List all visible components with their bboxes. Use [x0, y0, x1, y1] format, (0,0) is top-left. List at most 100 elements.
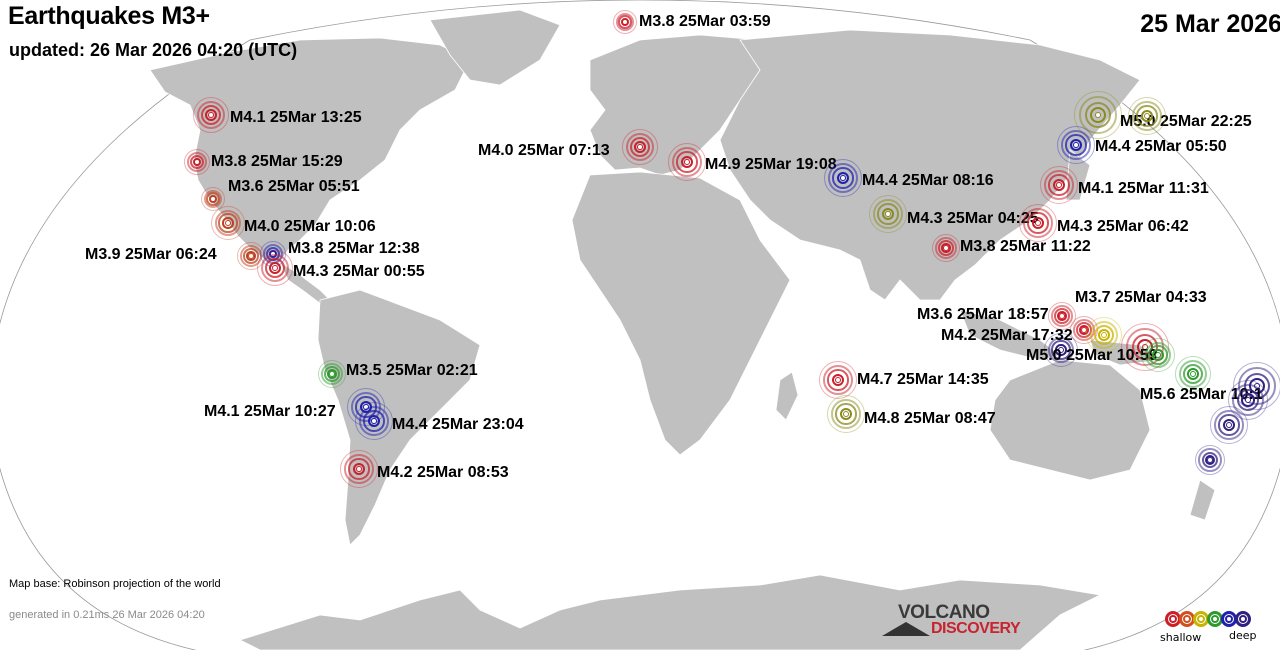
quake-ring-icon [321, 363, 343, 385]
quake-ring-icon [1089, 106, 1107, 124]
map-date: 25 Mar 2026 [1140, 10, 1280, 38]
earthquake-label[interactable]: M4.2 25Mar 17:32 [941, 327, 1073, 344]
earthquake-label[interactable]: M4.4 25Mar 05:50 [1095, 138, 1227, 155]
quake-ring-icon [836, 171, 850, 185]
volcano-discovery-logo[interactable]: VOLCANO DISCOVERY [882, 602, 1032, 640]
quake-ring-icon [1210, 406, 1248, 444]
earthquake-label[interactable]: M4.3 25Mar 00:55 [293, 263, 425, 280]
asia [719, 29, 1141, 301]
quake-ring-icon [272, 265, 278, 271]
quake-ring-icon [1057, 126, 1095, 164]
earthquake-label[interactable]: M4.4 25Mar 23:04 [392, 416, 524, 433]
quake-ring-icon [211, 206, 245, 240]
earthquake-label[interactable]: M3.6 25Mar 05:51 [228, 178, 360, 195]
quake-ring-icon [1095, 112, 1101, 118]
quake-ring-icon [196, 100, 226, 130]
earthquake-label[interactable]: M3.8 25Mar 03:59 [639, 13, 771, 30]
quake-ring-icon [222, 217, 234, 229]
earthquake-label[interactable]: M5.0 25Mar 10:59 [1026, 347, 1158, 364]
quake-ring-icon [352, 462, 366, 476]
quake-ring-icon [1031, 216, 1045, 230]
quake-ring-icon [938, 240, 954, 256]
map-base-caption: Map base: Robinson projection of the wor… [9, 578, 221, 590]
quake-ring-icon [355, 402, 393, 440]
quake-ring-icon [1073, 142, 1079, 148]
quake-ring-icon [248, 253, 254, 259]
quake-ring-icon [827, 395, 865, 433]
earthquake-label[interactable]: M3.8 25Mar 12:38 [288, 240, 420, 257]
quake-ring-icon [264, 257, 286, 279]
quake-ring-icon [828, 163, 858, 193]
quake-ring-icon [1241, 393, 1255, 407]
quake-ring-icon [1097, 328, 1111, 342]
quake-ring-icon [831, 399, 861, 429]
quake-ring-icon [877, 203, 899, 225]
quake-ring-icon [340, 450, 378, 488]
quake-ring-icon [633, 140, 647, 154]
quake-ring-icon [622, 19, 628, 25]
earthquake-label[interactable]: M4.2 25Mar 08:53 [377, 464, 509, 481]
earthquake-label[interactable]: M3.8 25Mar 15:29 [211, 153, 343, 170]
earthquake-label[interactable]: M3.6 25Mar 18:57 [917, 306, 1049, 323]
quake-ring-icon [257, 250, 293, 286]
quake-ring-icon [186, 151, 208, 173]
quake-ring-icon [1089, 320, 1119, 350]
quake-ring-icon [1144, 341, 1172, 369]
quake-ring-icon [1052, 178, 1066, 192]
quake-ring-icon [1136, 105, 1158, 127]
quake-ring-icon [827, 369, 849, 391]
quake-ring-icon [835, 377, 841, 383]
quake-ring-icon [1236, 388, 1260, 412]
quake-ring-icon [824, 159, 862, 197]
quake-ring-icon [840, 175, 846, 181]
quake-ring-icon [873, 199, 903, 229]
quake-ring-icon [318, 360, 346, 388]
quake-ring-icon [1044, 170, 1074, 200]
quake-ring-icon [1048, 302, 1076, 330]
quake-ring-icon [1065, 134, 1087, 156]
quake-ring-icon [194, 159, 200, 165]
quake-ring-icon [356, 466, 362, 472]
quake-ring-icon [1101, 332, 1107, 338]
earthquake-label[interactable]: M3.9 25Mar 06:24 [85, 246, 217, 263]
volcano-icon [882, 622, 930, 636]
quake-ring-icon [823, 365, 853, 395]
earthquake-label[interactable]: M4.7 25Mar 14:35 [857, 371, 989, 388]
earthquake-label[interactable]: M4.0 25Mar 10:06 [244, 218, 376, 235]
earthquake-label[interactable]: M4.3 25Mar 06:42 [1057, 218, 1189, 235]
earthquake-label[interactable]: M3.7 25Mar 04:33 [1075, 289, 1207, 306]
quake-ring-icon [1093, 324, 1115, 346]
quake-ring-icon [672, 147, 702, 177]
quake-ring-icon [869, 195, 907, 233]
quake-ring-icon [184, 149, 210, 175]
earthquake-label[interactable]: M4.8 25Mar 08:47 [864, 410, 996, 427]
earthquake-label[interactable]: M4.1 25Mar 10:27 [204, 403, 336, 420]
quake-ring-icon [1207, 457, 1213, 463]
quake-ring-icon [1175, 356, 1211, 392]
earthquake-label[interactable]: M4.3 25Mar 04:25 [907, 210, 1039, 227]
quake-ring-icon [1084, 101, 1112, 129]
africa [571, 171, 791, 456]
quake-ring-icon [1141, 338, 1175, 372]
quake-ring-icon [200, 104, 222, 126]
earthquake-label[interactable]: M3.5 25Mar 02:21 [346, 362, 478, 379]
quake-ring-icon [1144, 113, 1150, 119]
earthquake-label[interactable]: M4.1 25Mar 13:25 [230, 109, 362, 126]
quake-ring-icon [1195, 445, 1225, 475]
earthquake-label[interactable]: M4.9 25Mar 19:08 [705, 156, 837, 173]
quake-ring-icon [1152, 349, 1164, 361]
quake-ring-icon [189, 154, 205, 170]
quake-ring-icon [676, 151, 698, 173]
earthquake-label[interactable]: M4.0 25Mar 07:13 [478, 142, 610, 159]
quake-ring-icon [1069, 138, 1083, 152]
quake-ring-icon [1044, 333, 1078, 367]
quake-ring-icon [260, 253, 290, 283]
earthquake-label[interactable]: M4.4 25Mar 08:16 [862, 172, 994, 189]
quake-ring-icon [629, 136, 651, 158]
earthquake-label[interactable]: M4.1 25Mar 11:31 [1078, 180, 1209, 197]
quake-ring-icon [1155, 352, 1161, 358]
quake-ring-icon [1222, 418, 1236, 432]
quake-ring-icon [192, 157, 202, 167]
earthquake-label[interactable]: M3.8 25Mar 11:22 [960, 238, 1091, 255]
quake-ring-icon [1051, 340, 1071, 360]
